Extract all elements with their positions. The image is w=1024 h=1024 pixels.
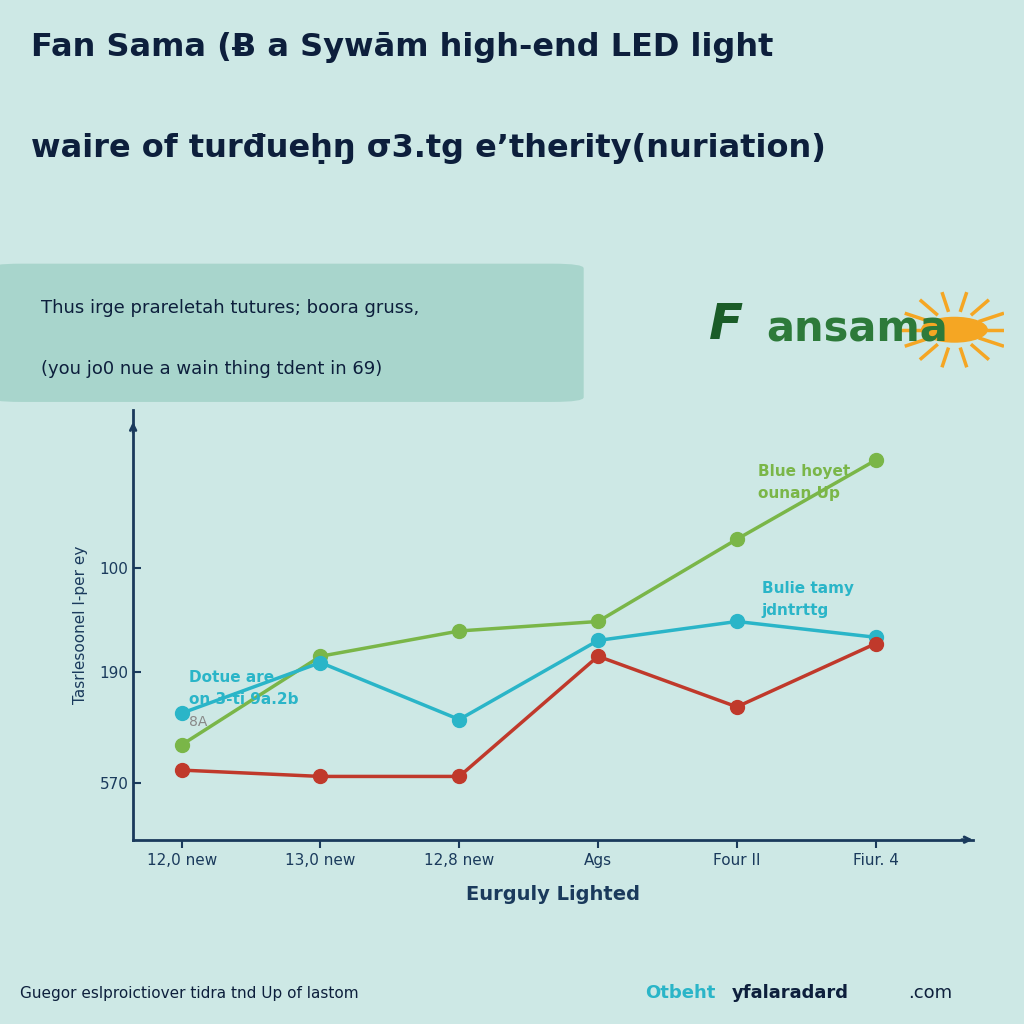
Text: ansama: ansama	[766, 308, 947, 351]
Text: Bulie tamy: Bulie tamy	[762, 581, 854, 596]
Text: .com: .com	[908, 984, 952, 1002]
Text: Blue hoyet: Blue hoyet	[758, 464, 850, 479]
Text: Guegor eslproictiover tidra tnd Up of lastom: Guegor eslproictiover tidra tnd Up of la…	[20, 986, 359, 1000]
Text: 8A: 8A	[188, 715, 207, 729]
Text: Fan Sama (Ƀ a Sywām high-end LED light: Fan Sama (Ƀ a Sywām high-end LED light	[31, 32, 773, 62]
Text: Otbeht: Otbeht	[645, 984, 716, 1002]
Text: yfalaradard: yfalaradard	[732, 984, 849, 1002]
Text: F: F	[709, 301, 742, 349]
Circle shape	[922, 317, 987, 342]
FancyBboxPatch shape	[0, 264, 584, 402]
Text: jdntrttg: jdntrttg	[762, 603, 829, 618]
X-axis label: Eurguly Lighted: Eurguly Lighted	[466, 885, 640, 903]
Text: on 3-ti 9a.2b: on 3-ti 9a.2b	[188, 691, 298, 707]
Text: waire of turđueḥŋ σ3.tg e’therity(nuriation): waire of turđueḥŋ σ3.tg e’therity(nuriat…	[31, 133, 825, 164]
Y-axis label: Tasrlesoonel I-per ey: Tasrlesoonel I-per ey	[73, 546, 88, 703]
Text: Thus irge prareletah tutures; boora gruss,: Thus irge prareletah tutures; boora grus…	[41, 299, 419, 317]
Text: ounan Up: ounan Up	[758, 486, 840, 501]
Text: (you jo0 nue a wain thing tdent in 69): (you jo0 nue a wain thing tdent in 69)	[41, 360, 382, 379]
Text: Dotue are: Dotue are	[188, 670, 273, 685]
